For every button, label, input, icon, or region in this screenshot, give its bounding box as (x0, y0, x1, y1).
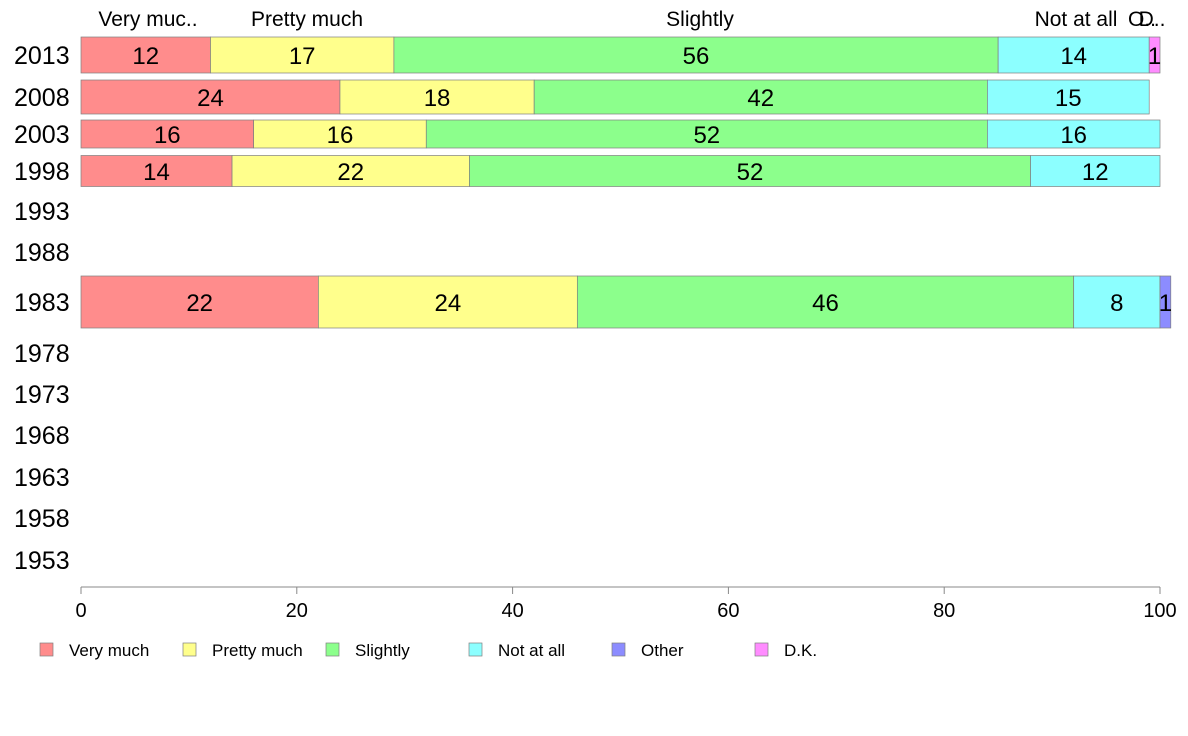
legend-label-4: Other (641, 641, 684, 660)
x-tick-label-40: 40 (501, 600, 523, 622)
top-labels-group: Very muc.. Pretty much Slightly Not at all O… (98, 8, 1165, 31)
segment-label-2013-1: 17 (289, 43, 316, 70)
bar-segment-2013-1 (210, 36, 395, 74)
segment-label-1983-4: 1 (1159, 290, 1172, 317)
bar-segment-2003-3 (987, 119, 1161, 149)
bar-segment-2013-3 (997, 36, 1150, 74)
segment-label-1998-1: 22 (337, 159, 364, 186)
x-tick-label-20: 20 (286, 600, 308, 622)
segment-label-2013-2: 56 (683, 43, 710, 70)
x-tick-label-80: 80 (933, 600, 955, 622)
bar-segment-1998-0 (80, 155, 233, 187)
bar-segment-1983-1 (318, 275, 578, 329)
legend-label-3: Not at all (498, 641, 565, 660)
year-label-1993: 1993 (14, 198, 70, 226)
year-label-1953: 1953 (14, 547, 70, 575)
year-label-1988: 1988 (14, 239, 70, 267)
segment-label-1983-0: 22 (186, 290, 213, 317)
top-label-4: O.. (1128, 8, 1156, 31)
legend-label-5: D.K. (784, 641, 817, 660)
bar-segment-2008-3 (987, 79, 1150, 115)
top-label-0: Very muc.. (98, 8, 197, 31)
legend-swatch-3 (468, 642, 483, 657)
bar-segment-2003-1 (253, 119, 427, 149)
segment-label-2003-1: 16 (327, 122, 354, 149)
year-label-1983: 1983 (14, 289, 70, 317)
bar-segment-2013-2 (393, 36, 999, 74)
bar-segment-1998-2 (469, 155, 1031, 187)
legend: Very much Pretty much Slightly Not at all Ot… (39, 641, 817, 660)
bar-segment-2013-0 (80, 36, 211, 74)
bar-segment-2003-0 (80, 119, 254, 149)
segment-label-1998-0: 14 (143, 159, 170, 186)
segment-label-1983-3: 8 (1110, 290, 1123, 317)
year-label-2013: 2013 (14, 42, 70, 70)
legend-label-1: Pretty much (212, 641, 303, 660)
legend-swatch-5 (754, 642, 769, 657)
year-label-1998: 1998 (14, 158, 70, 186)
segment-label-1998-2: 52 (737, 159, 764, 186)
bar-segment-2008-0 (80, 79, 341, 115)
year-label-1973: 1973 (14, 381, 70, 409)
legend-label-2: Slightly (355, 641, 410, 660)
segment-label-2008-3: 15 (1055, 85, 1082, 112)
legend-swatch-1 (182, 642, 197, 657)
x-tick-label-100: 100 (1143, 600, 1176, 622)
segment-label-2003-2: 52 (693, 122, 720, 149)
bar-segment-1983-4 (1159, 275, 1172, 329)
segment-label-2003-3: 16 (1060, 122, 1087, 149)
bar-segment-2008-1 (339, 79, 535, 115)
x-axis: 0 20 40 60 80 100 (75, 586, 1177, 622)
legend-swatch-0 (39, 642, 54, 657)
year-label-1963: 1963 (14, 464, 70, 492)
segment-label-2008-0: 24 (197, 85, 224, 112)
x-tick-label-0: 0 (75, 600, 86, 622)
bar-segment-2013-5 (1148, 36, 1161, 74)
legend-swatch-2 (325, 642, 340, 657)
bar-segment-1998-3 (1030, 155, 1161, 187)
segment-label-2013-3: 14 (1060, 43, 1087, 70)
segment-label-2013-0: 12 (132, 43, 159, 70)
bar-segment-1998-1 (231, 155, 470, 187)
year-label-1958: 1958 (14, 505, 70, 533)
top-label-1: Pretty much (251, 8, 363, 31)
top-label-5: D.. (1139, 8, 1166, 31)
segment-label-2003-0: 16 (154, 122, 181, 149)
bar-segment-1983-2 (576, 275, 1075, 329)
y-axis-labels: 2013 2008 2003 1998 1993 1988 1983 1978 1973 1968… (14, 42, 70, 575)
x-tick-label-60: 60 (717, 600, 739, 622)
segment-label-2013-5: 1 (1148, 43, 1161, 70)
legend-label-0: Very much (69, 641, 149, 660)
year-label-1978: 1978 (14, 340, 70, 368)
bar-segment-2003-2 (425, 119, 988, 149)
top-label-2: Slightly (666, 8, 734, 31)
segment-label-1983-2: 46 (812, 290, 839, 317)
year-label-2003: 2003 (14, 121, 70, 149)
bars-group: 12 17 56 14 1 24 18 42 15 16 16 52 16 14 22 52 12 22 24 46 8… (80, 36, 1172, 329)
bar-segment-2008-2 (533, 79, 988, 115)
legend-swatch-4 (611, 642, 626, 657)
year-label-2008: 2008 (14, 84, 70, 112)
segment-label-1983-1: 24 (435, 290, 462, 317)
segment-label-2008-2: 42 (747, 85, 774, 112)
segment-label-2008-1: 18 (424, 85, 451, 112)
year-label-1968: 1968 (14, 422, 70, 450)
top-label-3: Not at all (1035, 8, 1118, 31)
segment-label-1998-3: 12 (1082, 159, 1109, 186)
